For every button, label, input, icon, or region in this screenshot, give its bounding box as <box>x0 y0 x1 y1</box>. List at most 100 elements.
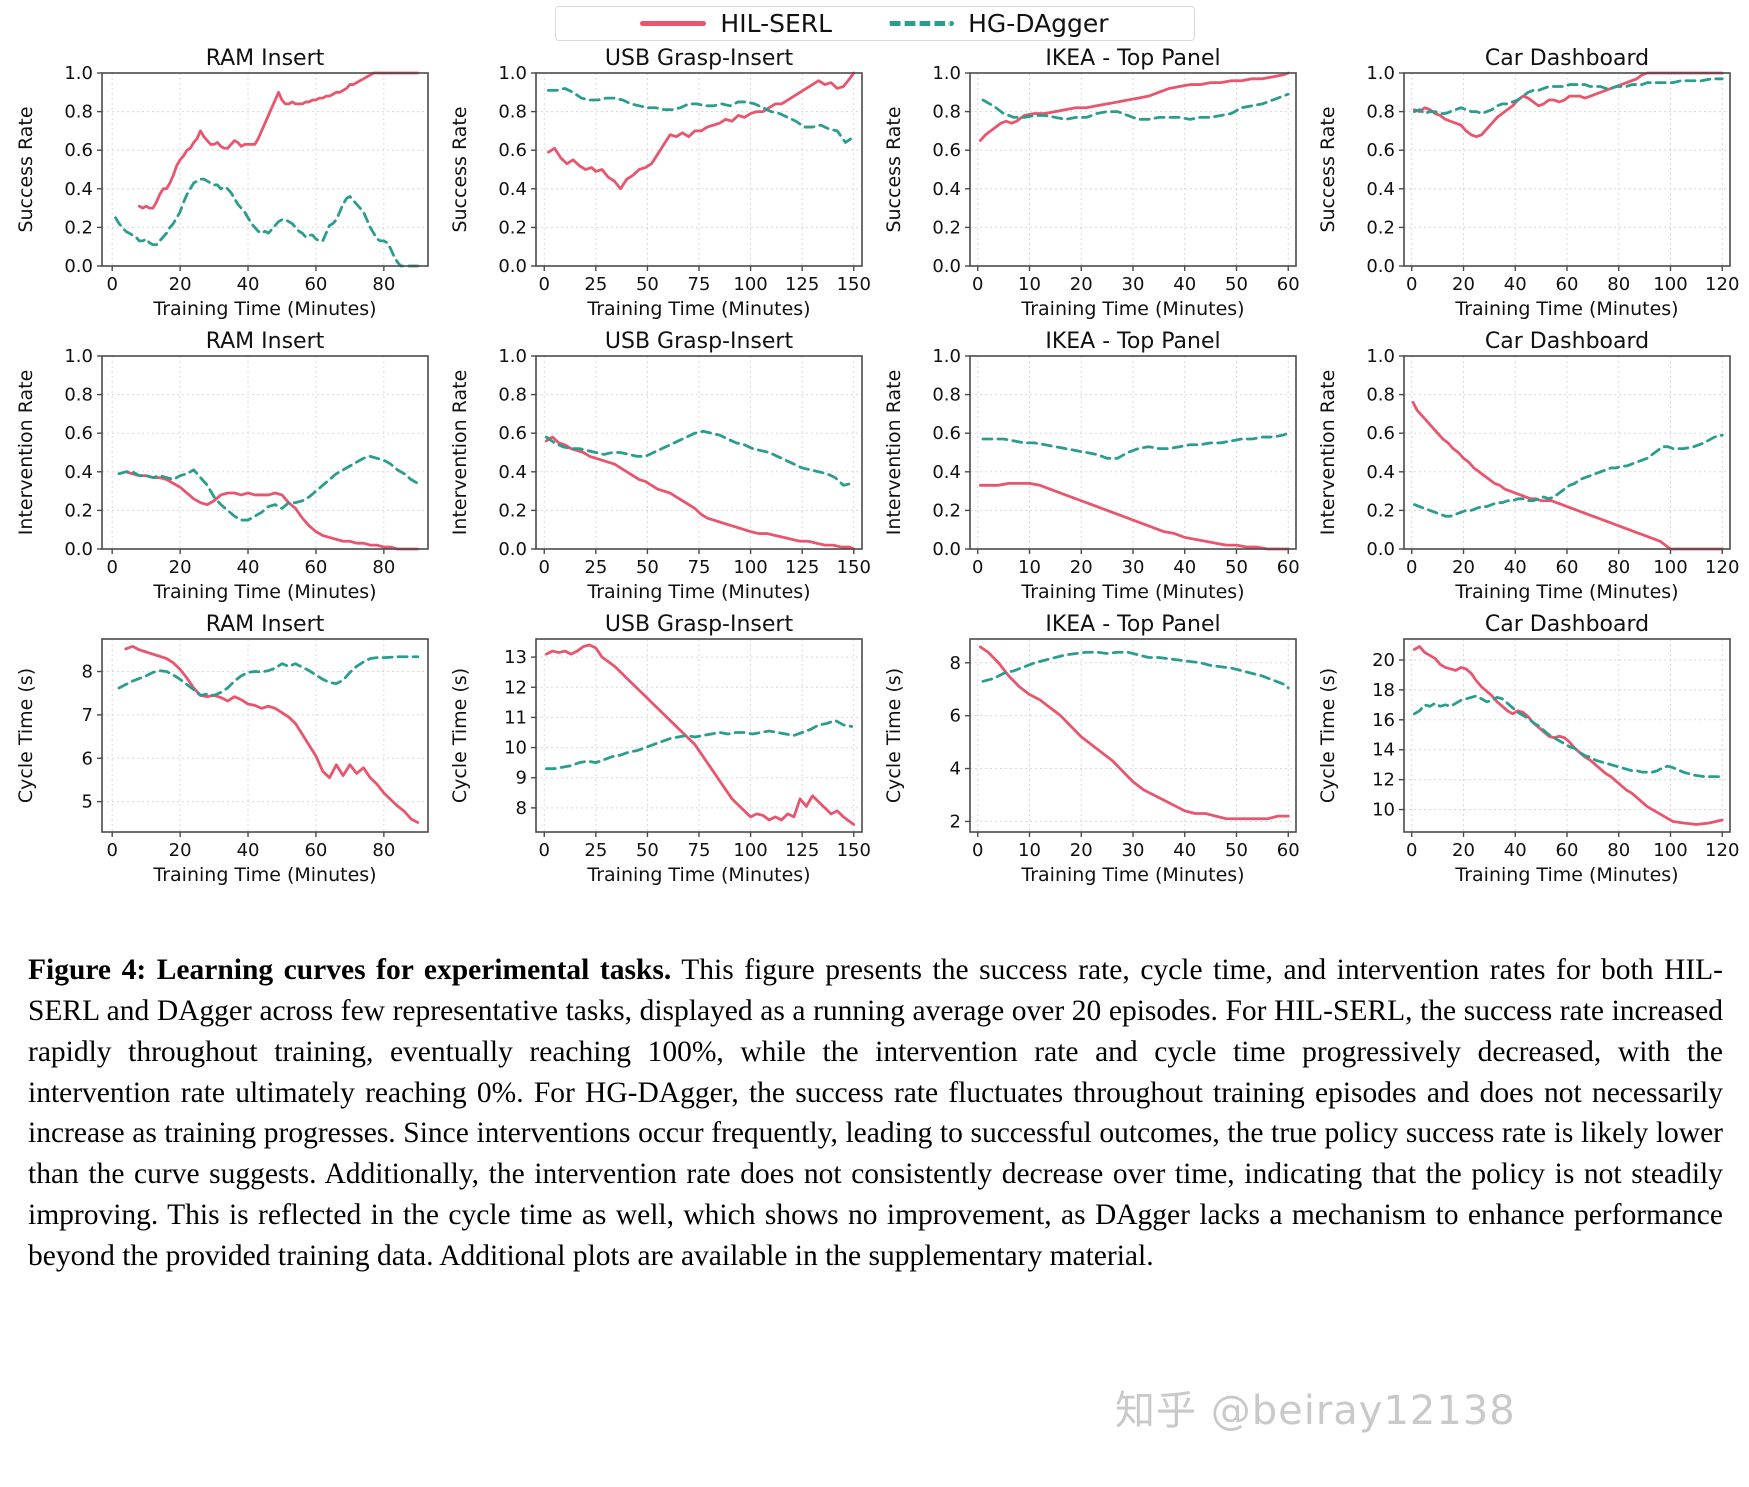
panel-title: Car Dashboard <box>1485 329 1649 354</box>
y-axis-label: Intervention Rate <box>1317 370 1339 536</box>
ytick-label: 0.4 <box>498 179 527 200</box>
watermark: 知乎 @beiray12138 <box>1115 1388 1516 1434</box>
xtick-label: 40 <box>1173 274 1196 295</box>
ytick-label: 1.0 <box>1366 63 1395 84</box>
ytick-label: 7 <box>82 705 93 726</box>
xtick-label: 80 <box>1607 557 1630 578</box>
chart-panel-r3c3: IKEA - Top Panel 2 4 6 8 0 10 20 30 40 50 60 Trainin… <box>874 609 1308 892</box>
legend-entry-hil-serl: HIL-SERL <box>640 11 832 36</box>
ytick-label: 0.6 <box>932 423 961 444</box>
panel-title: USB Grasp-Insert <box>605 612 794 637</box>
ytick-label: 0.0 <box>932 256 961 277</box>
xtick-label: 80 <box>1607 840 1630 861</box>
xtick-label: 20 <box>169 557 192 578</box>
ytick-label: 0.2 <box>64 217 93 238</box>
legend-swatch-hil-serl <box>640 21 707 26</box>
ytick-label: 5 <box>82 792 93 813</box>
ytick-label: 0.8 <box>64 385 93 406</box>
xtick-label: 50 <box>1225 557 1248 578</box>
series-line-hil-serl <box>1412 645 1724 826</box>
ytick-label: 0.2 <box>64 500 93 521</box>
xtick-label: 10 <box>1018 840 1041 861</box>
series-line-hg-dagger <box>981 92 1290 121</box>
series-line-hg-dagger <box>117 454 420 522</box>
ytick-label: 0.4 <box>64 179 93 200</box>
ytick-label: 8 <box>516 798 527 819</box>
xtick-label: 125 <box>785 840 819 861</box>
xtick-label: 100 <box>1653 557 1687 578</box>
ytick-label: 0.8 <box>64 102 93 123</box>
chart-panel-r2c1: RAM Insert 0.0 0.2 0.4 0.6 0.8 1.0 0 20 40 60 80 Tra… <box>6 326 440 609</box>
xtick-label: 30 <box>1122 557 1145 578</box>
x-axis-label: Training Time (Minutes) <box>1020 581 1244 603</box>
xtick-label: 10 <box>1018 274 1041 295</box>
ytick-label: 0.0 <box>498 539 527 560</box>
xtick-label: 60 <box>1556 557 1579 578</box>
xtick-label: 40 <box>1504 274 1527 295</box>
ytick-label: 8 <box>950 653 961 674</box>
xtick-label: 75 <box>688 274 711 295</box>
ytick-label: 12 <box>504 677 527 698</box>
legend-label-hg-dagger: HG-DAgger <box>968 9 1109 38</box>
ytick-label: 10 <box>504 738 527 759</box>
panel-title: USB Grasp-Insert <box>605 329 794 354</box>
xtick-label: 40 <box>1173 557 1196 578</box>
ytick-label: 0.2 <box>1366 500 1395 521</box>
xtick-label: 0 <box>972 274 983 295</box>
x-axis-label: Training Time (Minutes) <box>586 864 810 886</box>
figure-caption: Figure 4: Learning curves for experiment… <box>0 950 1749 1277</box>
xtick-label: 125 <box>785 557 819 578</box>
xtick-label: 0 <box>539 274 550 295</box>
xtick-label: 10 <box>1018 557 1041 578</box>
ytick-label: 0.0 <box>64 539 93 560</box>
ytick-label: 0.6 <box>64 140 93 161</box>
xtick-label: 50 <box>1225 274 1248 295</box>
y-axis-label: Intervention Rate <box>15 370 37 536</box>
xtick-label: 0 <box>972 557 983 578</box>
xtick-label: 100 <box>733 274 767 295</box>
ytick-label: 0.8 <box>1366 385 1395 406</box>
x-axis-label: Training Time (Minutes) <box>152 298 376 320</box>
series-line-hil-serl <box>978 71 1290 142</box>
xtick-label: 0 <box>539 557 550 578</box>
xtick-label: 20 <box>1452 557 1475 578</box>
series-line-hg-dagger <box>117 655 420 697</box>
legend-label-hil-serl: HIL-SERL <box>720 9 833 38</box>
ytick-label: 4 <box>950 759 961 780</box>
y-axis-label: Cycle Time (s) <box>1317 668 1339 803</box>
xtick-label: 20 <box>1070 557 1093 578</box>
xtick-label: 0 <box>106 840 117 861</box>
y-axis-label: Success Rate <box>883 106 905 232</box>
plot-frame <box>101 638 429 833</box>
y-axis-label: Success Rate <box>449 106 471 232</box>
x-axis-label: Training Time (Minutes) <box>1454 581 1678 603</box>
ytick-label: 0.2 <box>932 217 961 238</box>
chart-panel-r2c4: Car Dashboard 0.0 0.2 0.4 0.6 0.8 1.0 0 20 40 60 80… <box>1308 326 1742 609</box>
xtick-label: 125 <box>785 274 819 295</box>
y-axis-label: Cycle Time (s) <box>15 668 37 803</box>
chart-grid: RAM Insert 0.0 0.2 0.4 0.6 0.8 1.0 0 20 40 60 80 Tra… <box>0 43 1749 892</box>
x-axis-label: Training Time (Minutes) <box>586 581 810 603</box>
xtick-label: 30 <box>1122 274 1145 295</box>
xtick-label: 120 <box>1705 274 1739 295</box>
ytick-label: 0.2 <box>932 500 961 521</box>
y-axis-label: Cycle Time (s) <box>449 668 471 803</box>
plot-frame <box>101 355 429 550</box>
ytick-label: 1.0 <box>498 346 527 367</box>
series-line-hil-serl <box>137 71 420 210</box>
panel-title: IKEA - Top Panel <box>1045 46 1220 71</box>
xtick-label: 30 <box>1122 840 1145 861</box>
xtick-label: 80 <box>372 840 395 861</box>
x-axis-label: Training Time (Minutes) <box>1454 864 1678 886</box>
xtick-label: 25 <box>584 840 607 861</box>
panel-title: Car Dashboard <box>1485 612 1649 637</box>
ytick-label: 0.8 <box>1366 102 1395 123</box>
series-line-hil-serl <box>544 435 856 551</box>
chart-row-1: RAM Insert 0.0 0.2 0.4 0.6 0.8 1.0 0 20 40 60 80 Tra… <box>6 43 1743 326</box>
ytick-label: 0.0 <box>1366 256 1395 277</box>
ytick-label: 0.2 <box>498 500 527 521</box>
ytick-label: 11 <box>504 707 527 728</box>
ytick-label: 8 <box>82 662 93 683</box>
y-axis-label: Cycle Time (s) <box>883 668 905 803</box>
ytick-label: 0.0 <box>498 256 527 277</box>
